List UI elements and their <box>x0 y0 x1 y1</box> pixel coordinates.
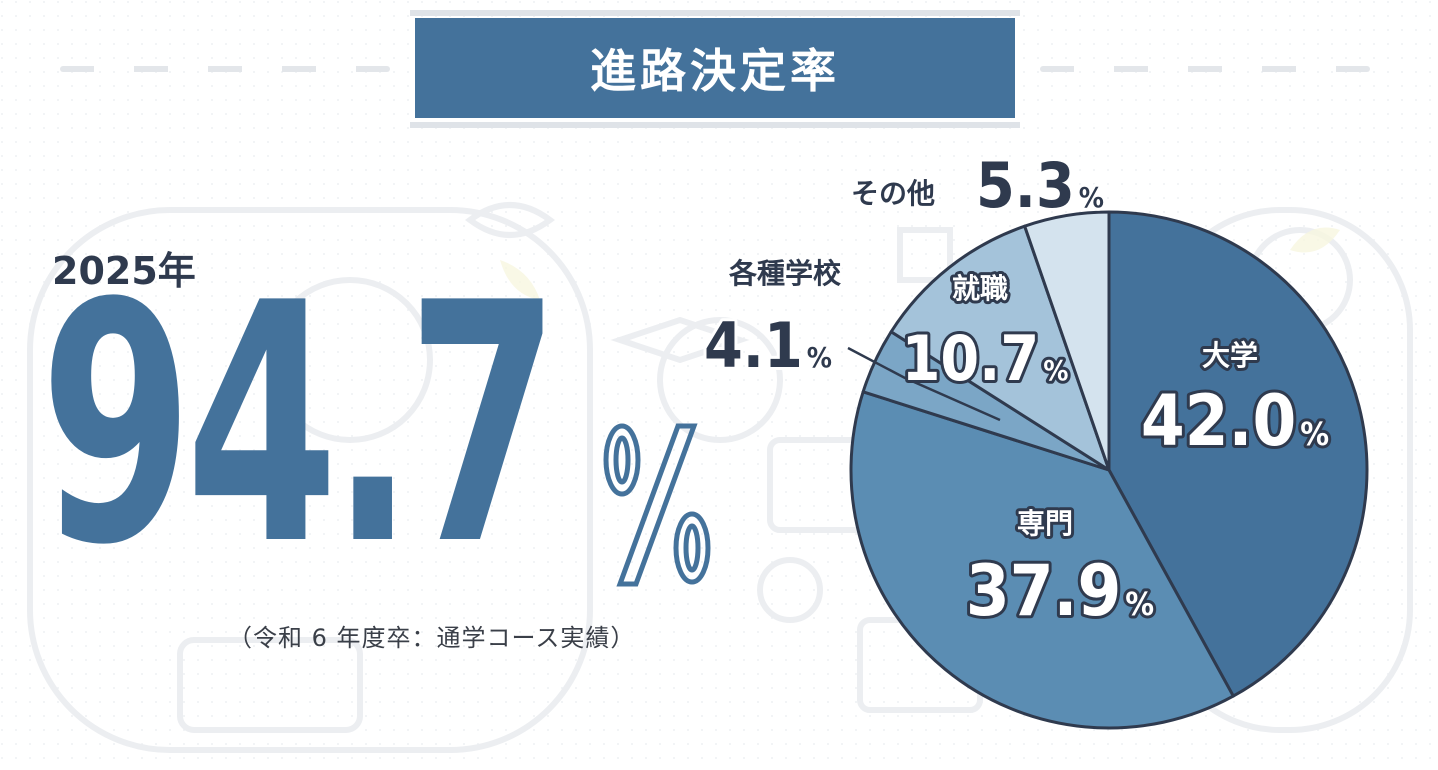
slice-value-senmon: 37.9% <box>966 550 1154 632</box>
title-dash-left <box>60 66 390 72</box>
overall-rate-value: 94.7 <box>40 233 560 617</box>
title-dash-right <box>1040 66 1370 72</box>
slice-value-shushoku: 10.7% <box>902 322 1069 395</box>
pie-slice-shushoku <box>889 224 1111 472</box>
title-banner: 進路決定率 <box>415 18 1015 118</box>
year-label: 2025年 <box>52 249 196 293</box>
pie-slice-senmon <box>849 390 1235 730</box>
pie-slice-daigaku <box>1107 210 1369 698</box>
slice-value-daigaku: 42.0% <box>1141 380 1329 462</box>
slice-value-sonota: 5.3% <box>976 149 1104 222</box>
slice-label-kakushu: 各種学校 <box>728 257 842 290</box>
percent-sign-icon <box>603 423 711 587</box>
slice-label-shushoku: 就職 <box>952 272 1008 305</box>
kakushu-leader-line <box>847 346 1001 422</box>
slice-label-daigaku: 大学 <box>1202 339 1258 372</box>
footnote: （令和 6 年度卒：通学コース実績） <box>228 624 636 652</box>
page-title: 進路決定率 <box>590 44 840 98</box>
pie-slice-sonota <box>1023 210 1111 472</box>
slice-label-senmon: 専門 <box>1017 507 1073 540</box>
slice-value-kakushu: 4.1% <box>704 309 832 382</box>
slice-label-sonota: その他 <box>851 177 935 210</box>
